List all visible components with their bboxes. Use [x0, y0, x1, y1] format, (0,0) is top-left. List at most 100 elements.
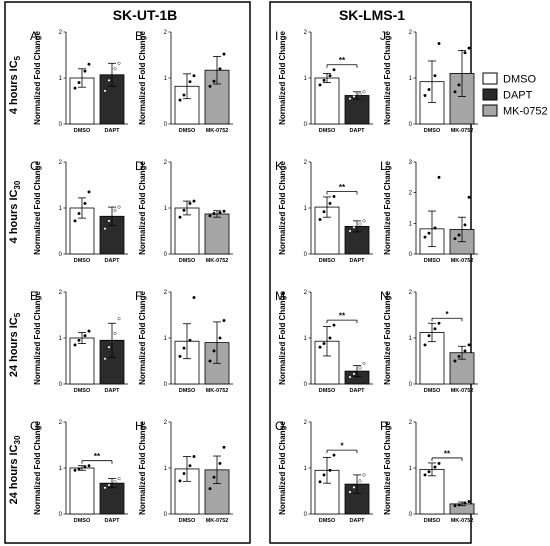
y-axis-label: Normalized Fold Change: [138, 31, 147, 125]
x-tick-label: DAPT: [350, 518, 366, 524]
x-tick-label: DMSO: [179, 258, 196, 264]
data-point: [208, 487, 212, 491]
y-axis-label: Normalized Fold Change: [278, 291, 287, 385]
data-point: [332, 68, 336, 72]
x-tick-label: DMSO: [74, 128, 91, 134]
data-point: [427, 231, 431, 235]
data-point: [222, 319, 226, 323]
data-point: [83, 334, 87, 338]
y-tick-label: 2: [409, 290, 413, 296]
data-point: [457, 83, 461, 87]
data-point: [348, 97, 352, 101]
data-point: [453, 504, 457, 508]
x-tick-label: DAPT: [350, 128, 366, 134]
panel-letter: P: [380, 419, 388, 433]
panel-letter: G: [30, 419, 39, 433]
x-tick-label: MK-0752: [451, 128, 474, 134]
data-point: [113, 67, 117, 71]
significance-marker: **: [339, 56, 346, 65]
left-group-frame: [4, 1, 251, 544]
data-point: [352, 94, 356, 98]
y-tick-label: 0: [304, 512, 308, 518]
y-tick-label: 2: [59, 290, 63, 296]
data-point: [192, 296, 196, 300]
data-point: [113, 208, 117, 212]
y-tick-label: 1: [409, 76, 413, 82]
y-axis-label: Normalized Fold Change: [138, 161, 147, 255]
data-point: [453, 237, 457, 241]
y-tick-label: 0: [409, 122, 413, 128]
significance-marker: *: [445, 310, 449, 319]
data-point: [332, 195, 336, 199]
data-point: [467, 46, 471, 50]
data-point: [107, 78, 111, 82]
significance-marker: *: [340, 442, 344, 451]
data-point: [188, 338, 192, 342]
data-point: [362, 90, 366, 94]
data-point: [348, 375, 352, 379]
data-point: [437, 42, 441, 46]
row-label: 4 hours IC30: [8, 180, 22, 243]
x-tick-label: MK-0752: [206, 258, 229, 264]
x-tick-label: DAPT: [105, 388, 121, 394]
y-tick-label: 2: [164, 30, 168, 36]
data-point: [457, 233, 461, 237]
bar: [174, 207, 200, 255]
y-tick-label: 1: [59, 206, 63, 212]
data-point: [117, 61, 121, 65]
data-point: [107, 219, 111, 223]
y-axis-label: Normalized Fold Change: [33, 421, 42, 515]
y-axis-label: Normalized Fold Change: [383, 161, 392, 255]
panel-letter: I: [275, 29, 278, 43]
y-tick-label: 2: [304, 290, 308, 296]
data-point: [87, 464, 91, 468]
y-axis-label: Normalized Fold Change: [278, 161, 287, 255]
data-point: [192, 455, 196, 459]
y-tick-label: 0: [164, 122, 168, 128]
data-point: [103, 227, 107, 231]
y-tick-label: 1: [164, 76, 168, 82]
row-label: 24 hours IC5: [8, 312, 22, 377]
x-tick-label: DMSO: [74, 258, 91, 264]
y-tick-label: 0: [59, 122, 63, 128]
data-point: [178, 354, 182, 358]
data-point: [423, 235, 427, 239]
x-tick-label: DMSO: [179, 128, 196, 134]
y-axis-label: Normalized Fold Change: [383, 421, 392, 515]
data-point: [77, 212, 81, 216]
y-tick-label: 2: [164, 420, 168, 426]
data-point: [182, 472, 186, 476]
y-axis-label: Normalized Fold Change: [33, 161, 42, 255]
data-point: [208, 214, 212, 218]
y-tick-label: 2: [164, 160, 168, 166]
data-point: [322, 78, 326, 82]
data-point: [358, 479, 362, 483]
data-point: [463, 223, 467, 227]
row-label-main: 24 hours IC: [8, 444, 20, 504]
data-point: [73, 343, 77, 347]
data-point: [453, 90, 457, 94]
data-point: [192, 74, 196, 78]
data-point: [107, 483, 111, 487]
y-tick-label: 0: [409, 512, 413, 518]
data-point: [437, 461, 441, 465]
y-axis-label: Normalized Fold Change: [383, 291, 392, 385]
data-point: [73, 219, 77, 223]
data-point: [218, 336, 222, 340]
x-tick-label: DMSO: [179, 518, 196, 524]
data-point: [437, 175, 441, 179]
data-point: [222, 52, 226, 56]
significance-marker: **: [94, 452, 101, 461]
panel-letter: O: [275, 419, 284, 433]
x-tick-label: MK-0752: [206, 128, 229, 134]
data-point: [328, 336, 332, 340]
x-tick-label: DMSO: [424, 258, 441, 264]
data-point: [83, 465, 87, 469]
data-point: [83, 201, 87, 205]
